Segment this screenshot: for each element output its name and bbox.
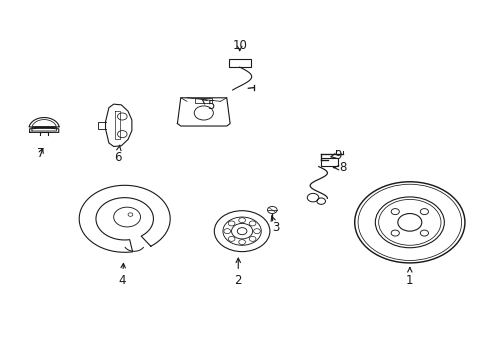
Text: 1: 1	[405, 267, 413, 287]
Text: 2: 2	[234, 258, 242, 287]
Text: 5: 5	[202, 99, 214, 112]
Text: 10: 10	[232, 40, 246, 53]
Text: 6: 6	[114, 145, 121, 163]
Text: 9: 9	[330, 149, 341, 162]
Text: 7: 7	[37, 147, 44, 160]
Text: 8: 8	[333, 161, 346, 174]
Text: 3: 3	[270, 216, 279, 234]
Bar	[229, 59, 250, 67]
Bar	[321, 158, 337, 166]
Bar	[195, 98, 212, 103]
Text: 4: 4	[118, 264, 126, 287]
